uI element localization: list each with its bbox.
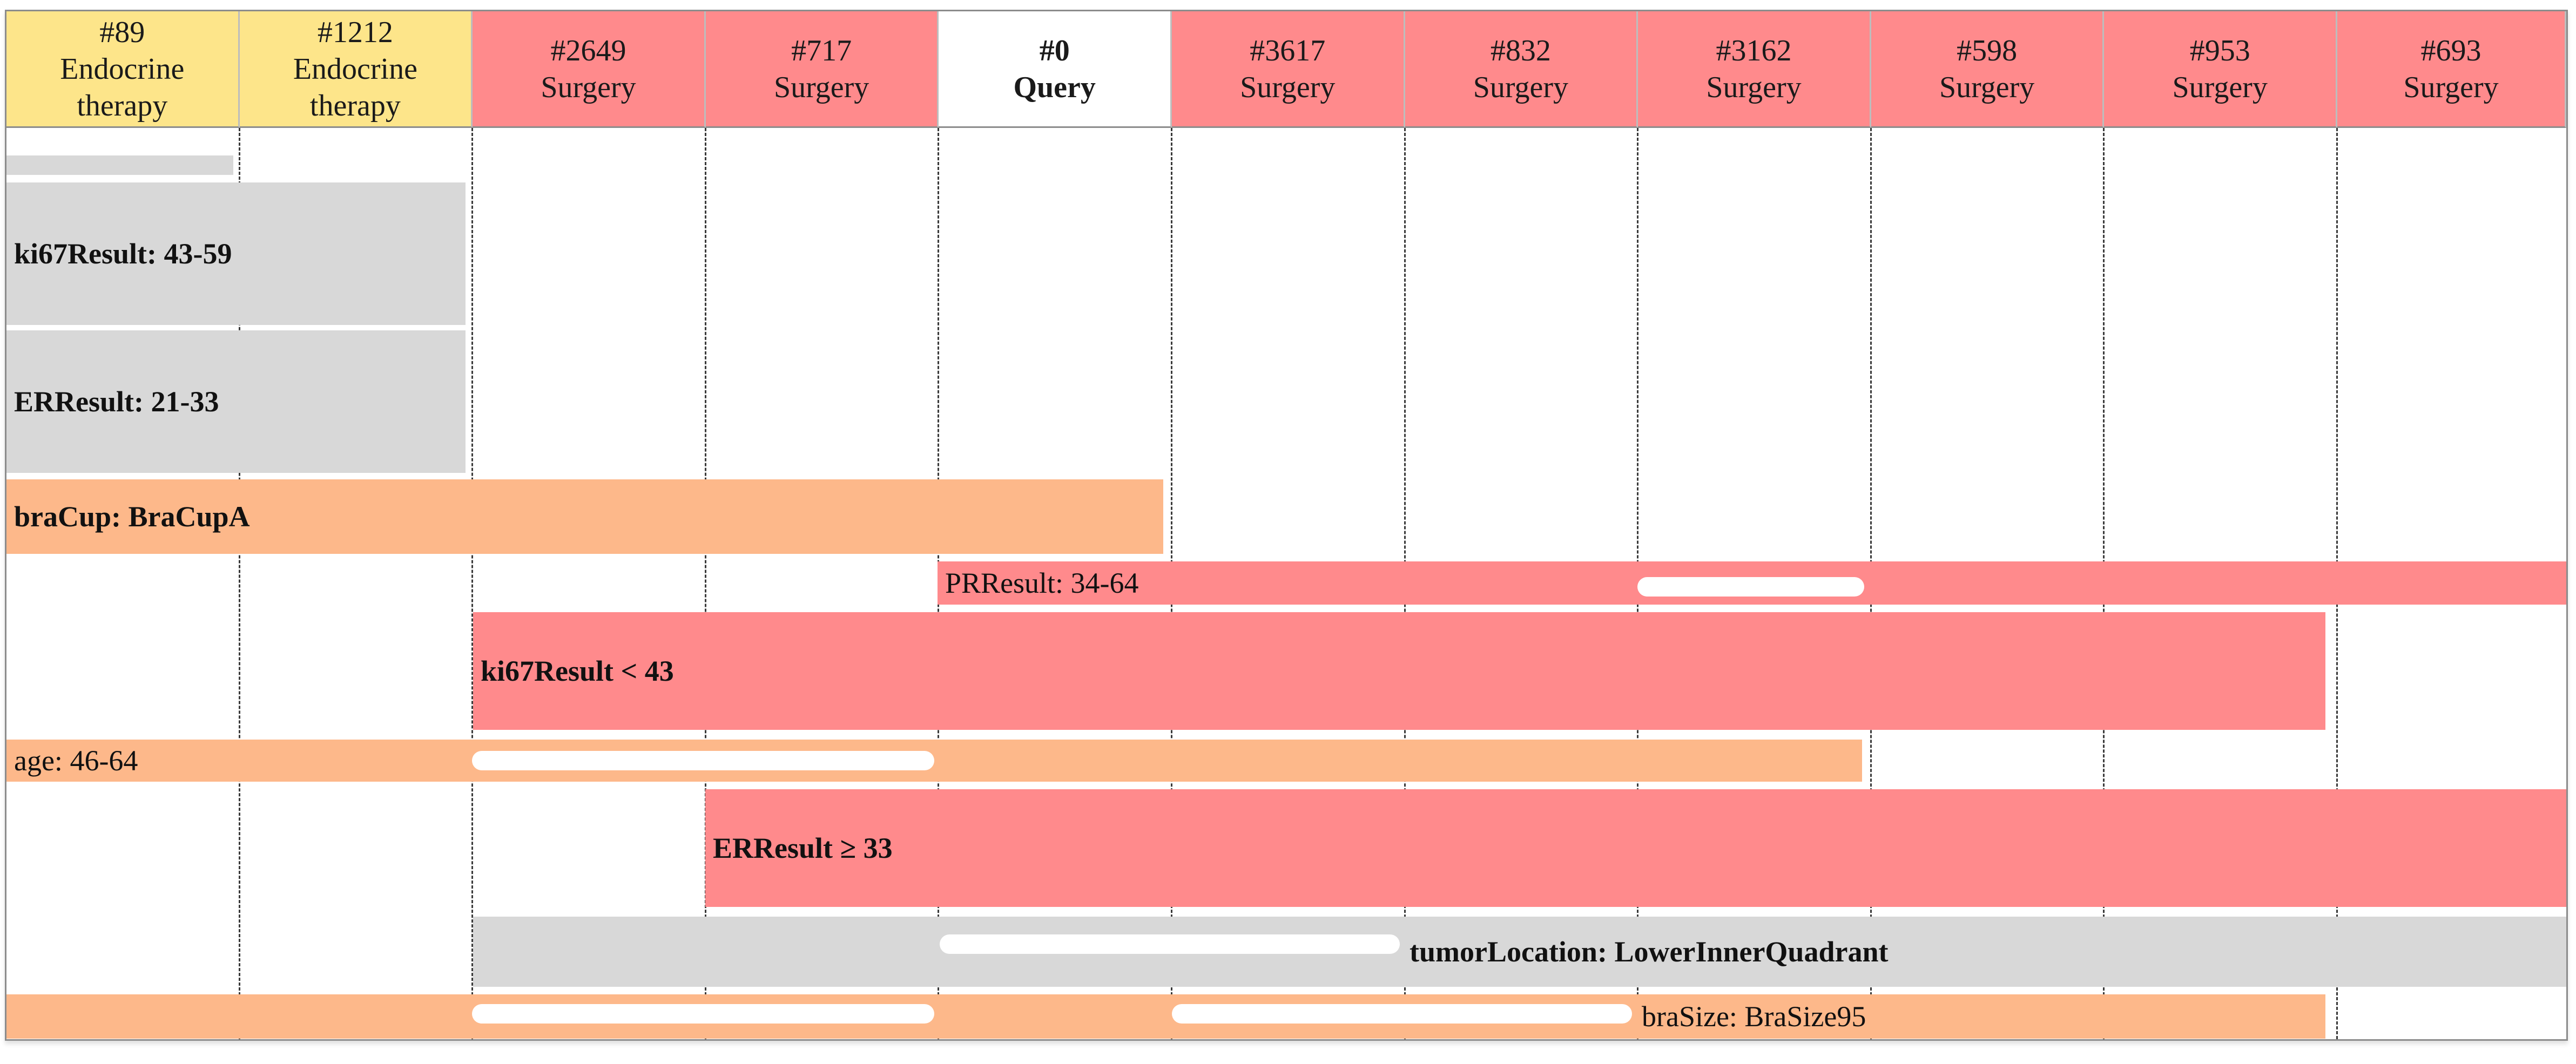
attribute-bar-label: age: 46-64 — [14, 744, 138, 777]
attribute-bar-label: PRResult: 34-64 — [945, 567, 1139, 599]
attribute-bar: tumorLocation: LowerInnerQuadrant — [473, 917, 2566, 987]
attribute-bar: braSize: BraSize95 — [6, 994, 2325, 1039]
column-id: #89 — [99, 15, 145, 49]
column-id: #3617 — [1250, 33, 1326, 67]
column-id: #717 — [791, 33, 852, 67]
attribute-bar: ki67Result: 43-59 — [6, 182, 466, 325]
attribute-bar: ki67Result < 43 — [473, 612, 2325, 730]
bar-gap — [472, 751, 934, 770]
column-id: #598 — [1957, 33, 2018, 67]
column-label: Surgery — [1473, 70, 1569, 104]
column-id: #1212 — [317, 15, 393, 49]
column-label: Query — [1013, 70, 1096, 104]
column-header-832: #832 Surgery — [1405, 11, 1638, 128]
column-id: #953 — [2189, 33, 2250, 67]
column-header-953: #953 Surgery — [2104, 11, 2337, 128]
column-label: Surgery — [2403, 70, 2499, 104]
column-label: Endocrine therapy — [293, 52, 417, 123]
bar-gap — [1172, 1004, 1632, 1024]
attribute-bar-label: ki67Result: 43-59 — [14, 238, 232, 270]
attribute-bar-label: braSize: BraSize95 — [1642, 1000, 1866, 1033]
column-id: #0 — [1039, 33, 1070, 67]
column-label: Surgery — [773, 70, 869, 104]
attribute-bar — [6, 155, 233, 175]
column-divider — [704, 128, 706, 1039]
attribute-bar-label: ERResult ≥ 33 — [713, 832, 893, 864]
column-label: Surgery — [541, 70, 636, 104]
column-label: Endocrine therapy — [60, 52, 185, 123]
attribute-bar: ERResult: 21-33 — [6, 330, 466, 473]
column-id: #3162 — [1716, 33, 1792, 67]
column-header-3162: #3162 Surgery — [1638, 11, 1871, 128]
bar-gap — [1637, 577, 1864, 597]
column-header-717: #717 Surgery — [705, 11, 939, 128]
column-label: Surgery — [2172, 70, 2268, 104]
column-id: #832 — [1490, 33, 1551, 67]
column-label: Surgery — [1240, 70, 1336, 104]
column-header-89: #89 Endocrine therapy — [6, 11, 240, 128]
column-id: #693 — [2420, 33, 2481, 67]
column-header-598: #598 Surgery — [1871, 11, 2105, 128]
attribute-bar-label: tumorLocation: LowerInnerQuadrant — [1410, 936, 1889, 968]
column-divider — [471, 128, 474, 1039]
bar-gap — [940, 934, 1400, 954]
column-header-3617: #3617 Surgery — [1172, 11, 1405, 128]
attribute-bar: age: 46-64 — [6, 740, 1862, 782]
attribute-bar-label: ERResult: 21-33 — [14, 385, 219, 418]
attribute-bar: braCup: BraCupA — [6, 479, 1163, 554]
bar-gap — [472, 1004, 934, 1024]
attribute-bar: ERResult ≥ 33 — [705, 789, 2566, 907]
column-header-1212: #1212 Endocrine therapy — [239, 11, 473, 128]
column-label: Surgery — [1706, 70, 1802, 104]
column-label: Surgery — [1939, 70, 2035, 104]
attribute-bar-label: braCup: BraCupA — [14, 500, 250, 533]
column-id: #2649 — [550, 33, 626, 67]
column-header-2649: #2649 Surgery — [473, 11, 706, 128]
attribute-bar-label: ki67Result < 43 — [481, 655, 674, 687]
column-header-693: #693 Surgery — [2337, 11, 2566, 128]
column-divider — [238, 128, 240, 1039]
column-header-0: #0 Query — [939, 11, 1172, 128]
